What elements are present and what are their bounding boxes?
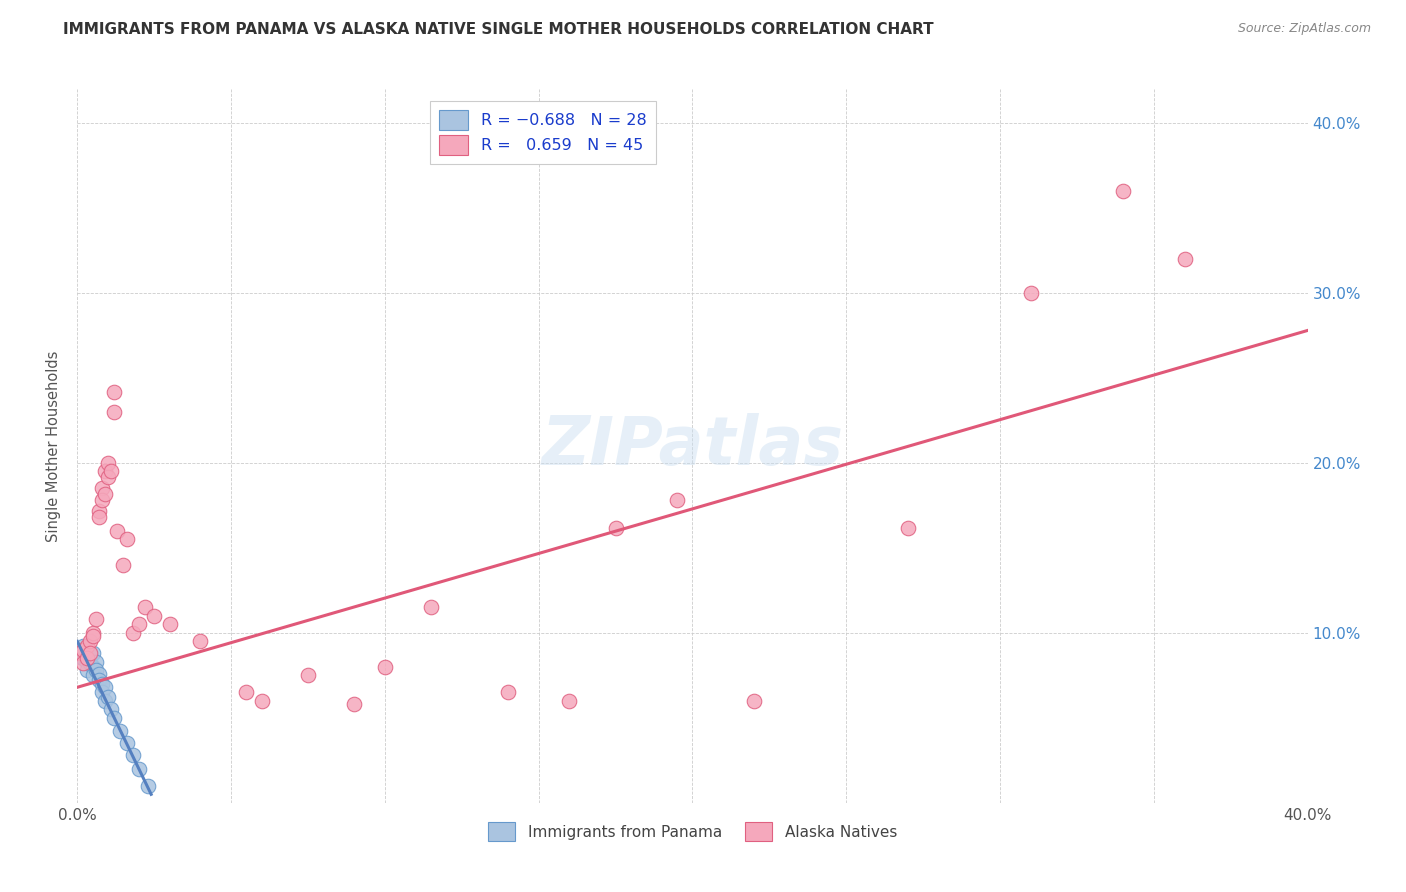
Point xyxy=(69,646,91,660)
Point xyxy=(742,694,765,708)
Point xyxy=(105,524,128,538)
Point xyxy=(82,668,104,682)
Point xyxy=(115,533,138,547)
Point xyxy=(76,663,98,677)
Point xyxy=(90,677,114,691)
Point xyxy=(69,643,91,657)
Point xyxy=(82,626,104,640)
Point xyxy=(90,493,114,508)
Point xyxy=(87,666,110,681)
Point xyxy=(87,510,110,524)
Point xyxy=(90,685,114,699)
Point xyxy=(605,520,627,534)
Point xyxy=(188,634,212,648)
Point xyxy=(84,663,107,677)
Point xyxy=(97,456,120,470)
Point xyxy=(374,660,396,674)
Legend: Immigrants from Panama, Alaska Natives: Immigrants from Panama, Alaska Natives xyxy=(481,814,904,848)
Text: ZIPatlas: ZIPatlas xyxy=(541,413,844,479)
Point xyxy=(72,657,94,671)
Point xyxy=(143,608,166,623)
Point xyxy=(103,405,125,419)
Point xyxy=(159,617,181,632)
Point xyxy=(110,724,132,739)
Point xyxy=(897,520,920,534)
Point xyxy=(84,655,107,669)
Text: IMMIGRANTS FROM PANAMA VS ALASKA NATIVE SINGLE MOTHER HOUSEHOLDS CORRELATION CHA: IMMIGRANTS FROM PANAMA VS ALASKA NATIVE … xyxy=(63,22,934,37)
Point xyxy=(79,657,101,671)
Point xyxy=(82,629,104,643)
Point xyxy=(115,736,138,750)
Point xyxy=(128,617,150,632)
Point xyxy=(76,646,98,660)
Y-axis label: Single Mother Households: Single Mother Households xyxy=(46,351,62,541)
Point xyxy=(97,690,120,705)
Point xyxy=(121,748,143,763)
Point xyxy=(79,648,101,662)
Point xyxy=(1112,184,1135,198)
Text: Source: ZipAtlas.com: Source: ZipAtlas.com xyxy=(1237,22,1371,36)
Point xyxy=(82,646,104,660)
Point xyxy=(72,651,94,665)
Point xyxy=(134,600,156,615)
Point xyxy=(666,493,689,508)
Point xyxy=(79,646,101,660)
Point xyxy=(76,651,98,665)
Point xyxy=(72,643,94,657)
Point xyxy=(94,486,117,500)
Point xyxy=(121,626,143,640)
Point xyxy=(87,673,110,688)
Point xyxy=(79,634,101,648)
Point xyxy=(235,685,257,699)
Point xyxy=(76,640,98,654)
Point xyxy=(94,694,117,708)
Point xyxy=(94,465,117,479)
Point xyxy=(97,469,120,483)
Point xyxy=(250,694,273,708)
Point xyxy=(103,384,125,399)
Point xyxy=(100,465,122,479)
Point xyxy=(72,640,94,654)
Point xyxy=(94,680,117,694)
Point xyxy=(90,482,114,496)
Point xyxy=(420,600,443,615)
Point xyxy=(87,503,110,517)
Point xyxy=(128,762,150,776)
Point xyxy=(136,779,159,793)
Point xyxy=(103,711,125,725)
Point xyxy=(84,612,107,626)
Point xyxy=(82,660,104,674)
Point xyxy=(1019,286,1042,301)
Point xyxy=(69,649,91,664)
Point xyxy=(1174,252,1197,266)
Point xyxy=(558,694,581,708)
Point xyxy=(76,657,98,671)
Point xyxy=(297,668,319,682)
Point xyxy=(100,702,122,716)
Point xyxy=(112,558,135,572)
Point xyxy=(496,685,519,699)
Point xyxy=(343,698,366,712)
